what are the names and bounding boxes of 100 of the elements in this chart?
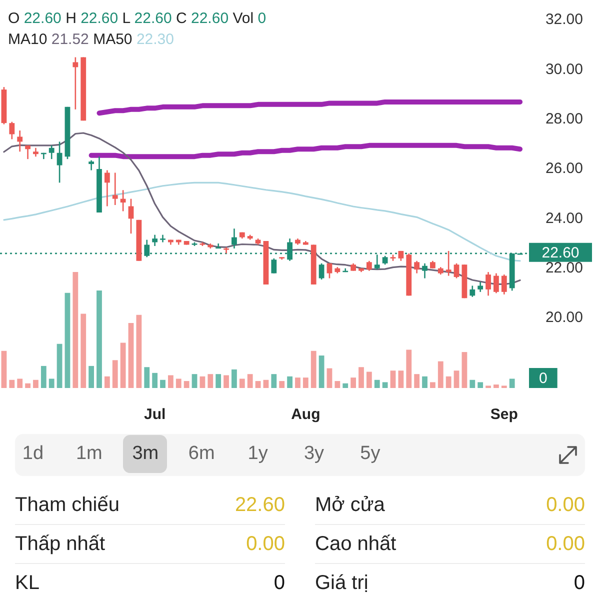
bar — [128, 323, 134, 388]
candlestick — [48, 144, 54, 160]
candlestick — [160, 234, 166, 243]
bar — [208, 374, 214, 388]
candlestick — [446, 250, 452, 276]
candlestick — [88, 160, 94, 171]
candlestick — [470, 285, 476, 298]
bar — [80, 314, 86, 388]
candlestick — [501, 274, 507, 296]
text: Mở cửa — [315, 493, 385, 517]
text: Giá trị — [315, 571, 368, 595]
candlestick — [326, 262, 332, 279]
text: 1m — [74, 442, 104, 466]
candlestick — [454, 262, 460, 279]
bar — [342, 383, 348, 388]
bar — [279, 381, 285, 388]
ref-line-label: 22.60 — [542, 244, 580, 262]
bar — [271, 374, 277, 388]
bar — [120, 342, 126, 388]
bar — [216, 374, 222, 388]
bar — [422, 376, 428, 388]
bar — [390, 370, 396, 388]
bar — [152, 372, 158, 388]
text: 5y — [359, 442, 382, 466]
bar — [334, 381, 340, 388]
x-tick-label: Aug — [291, 406, 320, 424]
y-tick-label: 28.00 — [545, 110, 583, 128]
bar — [112, 360, 118, 388]
bar — [414, 374, 420, 388]
text: Cao nhất — [315, 532, 396, 556]
candlestick — [128, 198, 134, 234]
bar — [470, 380, 476, 388]
bar — [302, 378, 308, 388]
bar — [318, 356, 324, 388]
y-tick-label: 30.00 — [545, 60, 583, 78]
candlestick — [56, 141, 62, 184]
candlestick — [414, 260, 420, 274]
x-tick-label: Jul — [144, 406, 166, 424]
candlestick — [422, 262, 428, 279]
bar — [224, 375, 229, 388]
text: 0 — [274, 571, 285, 595]
text: O 22.60 H 22.60 L 22.60 C 22.60 Vol 0 — [8, 10, 266, 27]
candlestick — [25, 144, 30, 160]
y-tick-label: 32.00 — [545, 11, 583, 28]
text: 0.00 — [246, 532, 285, 556]
candlestick — [104, 170, 110, 207]
bar — [25, 383, 30, 388]
bar — [494, 384, 499, 388]
bar — [382, 382, 388, 388]
bar — [350, 378, 356, 388]
bar — [509, 378, 515, 388]
annotation: MA10 21.52 MA50 22.30 — [8, 31, 174, 48]
y-tick-label: 24.00 — [545, 210, 583, 227]
candlestick — [224, 246, 229, 254]
bar — [232, 369, 237, 388]
bar — [184, 381, 190, 388]
bar — [136, 314, 142, 388]
bar — [406, 350, 412, 388]
text: 0 — [574, 571, 585, 595]
text: 0.00 — [546, 493, 585, 517]
bar — [438, 361, 444, 388]
text: Tham chiếu — [15, 493, 120, 517]
bar — [366, 372, 372, 388]
candlestick — [120, 189, 126, 212]
bar — [358, 367, 364, 388]
bar — [374, 380, 380, 388]
bar — [326, 368, 332, 388]
text: Thấp nhất — [15, 532, 106, 556]
candlestick — [152, 234, 158, 247]
text: 1d — [21, 442, 45, 466]
candlestick — [478, 281, 484, 293]
bar — [287, 376, 292, 388]
text: 1y — [246, 442, 269, 466]
bar — [9, 380, 15, 388]
bar — [247, 374, 253, 388]
candlestick — [494, 272, 499, 294]
bar — [56, 344, 62, 388]
candlestick — [17, 130, 23, 152]
bar — [48, 378, 54, 388]
text: KL — [15, 571, 40, 595]
bar — [446, 376, 452, 388]
bar — [1, 350, 7, 388]
candlestick — [232, 228, 237, 250]
text: 3m — [123, 435, 168, 473]
bar — [168, 375, 174, 388]
bar — [72, 272, 78, 388]
y-tick-label: 20.00 — [545, 309, 583, 326]
candlestick — [72, 56, 78, 110]
candlestick — [318, 262, 324, 280]
text: 0.00 — [546, 532, 585, 556]
bar — [200, 376, 206, 388]
text: 22.60 — [234, 493, 285, 517]
bar — [17, 378, 23, 388]
bar — [255, 381, 261, 388]
bar — [478, 382, 484, 388]
text: 6m — [187, 442, 216, 466]
bar — [176, 378, 182, 388]
bar — [96, 290, 102, 388]
bar — [33, 380, 38, 388]
bar — [462, 352, 468, 388]
